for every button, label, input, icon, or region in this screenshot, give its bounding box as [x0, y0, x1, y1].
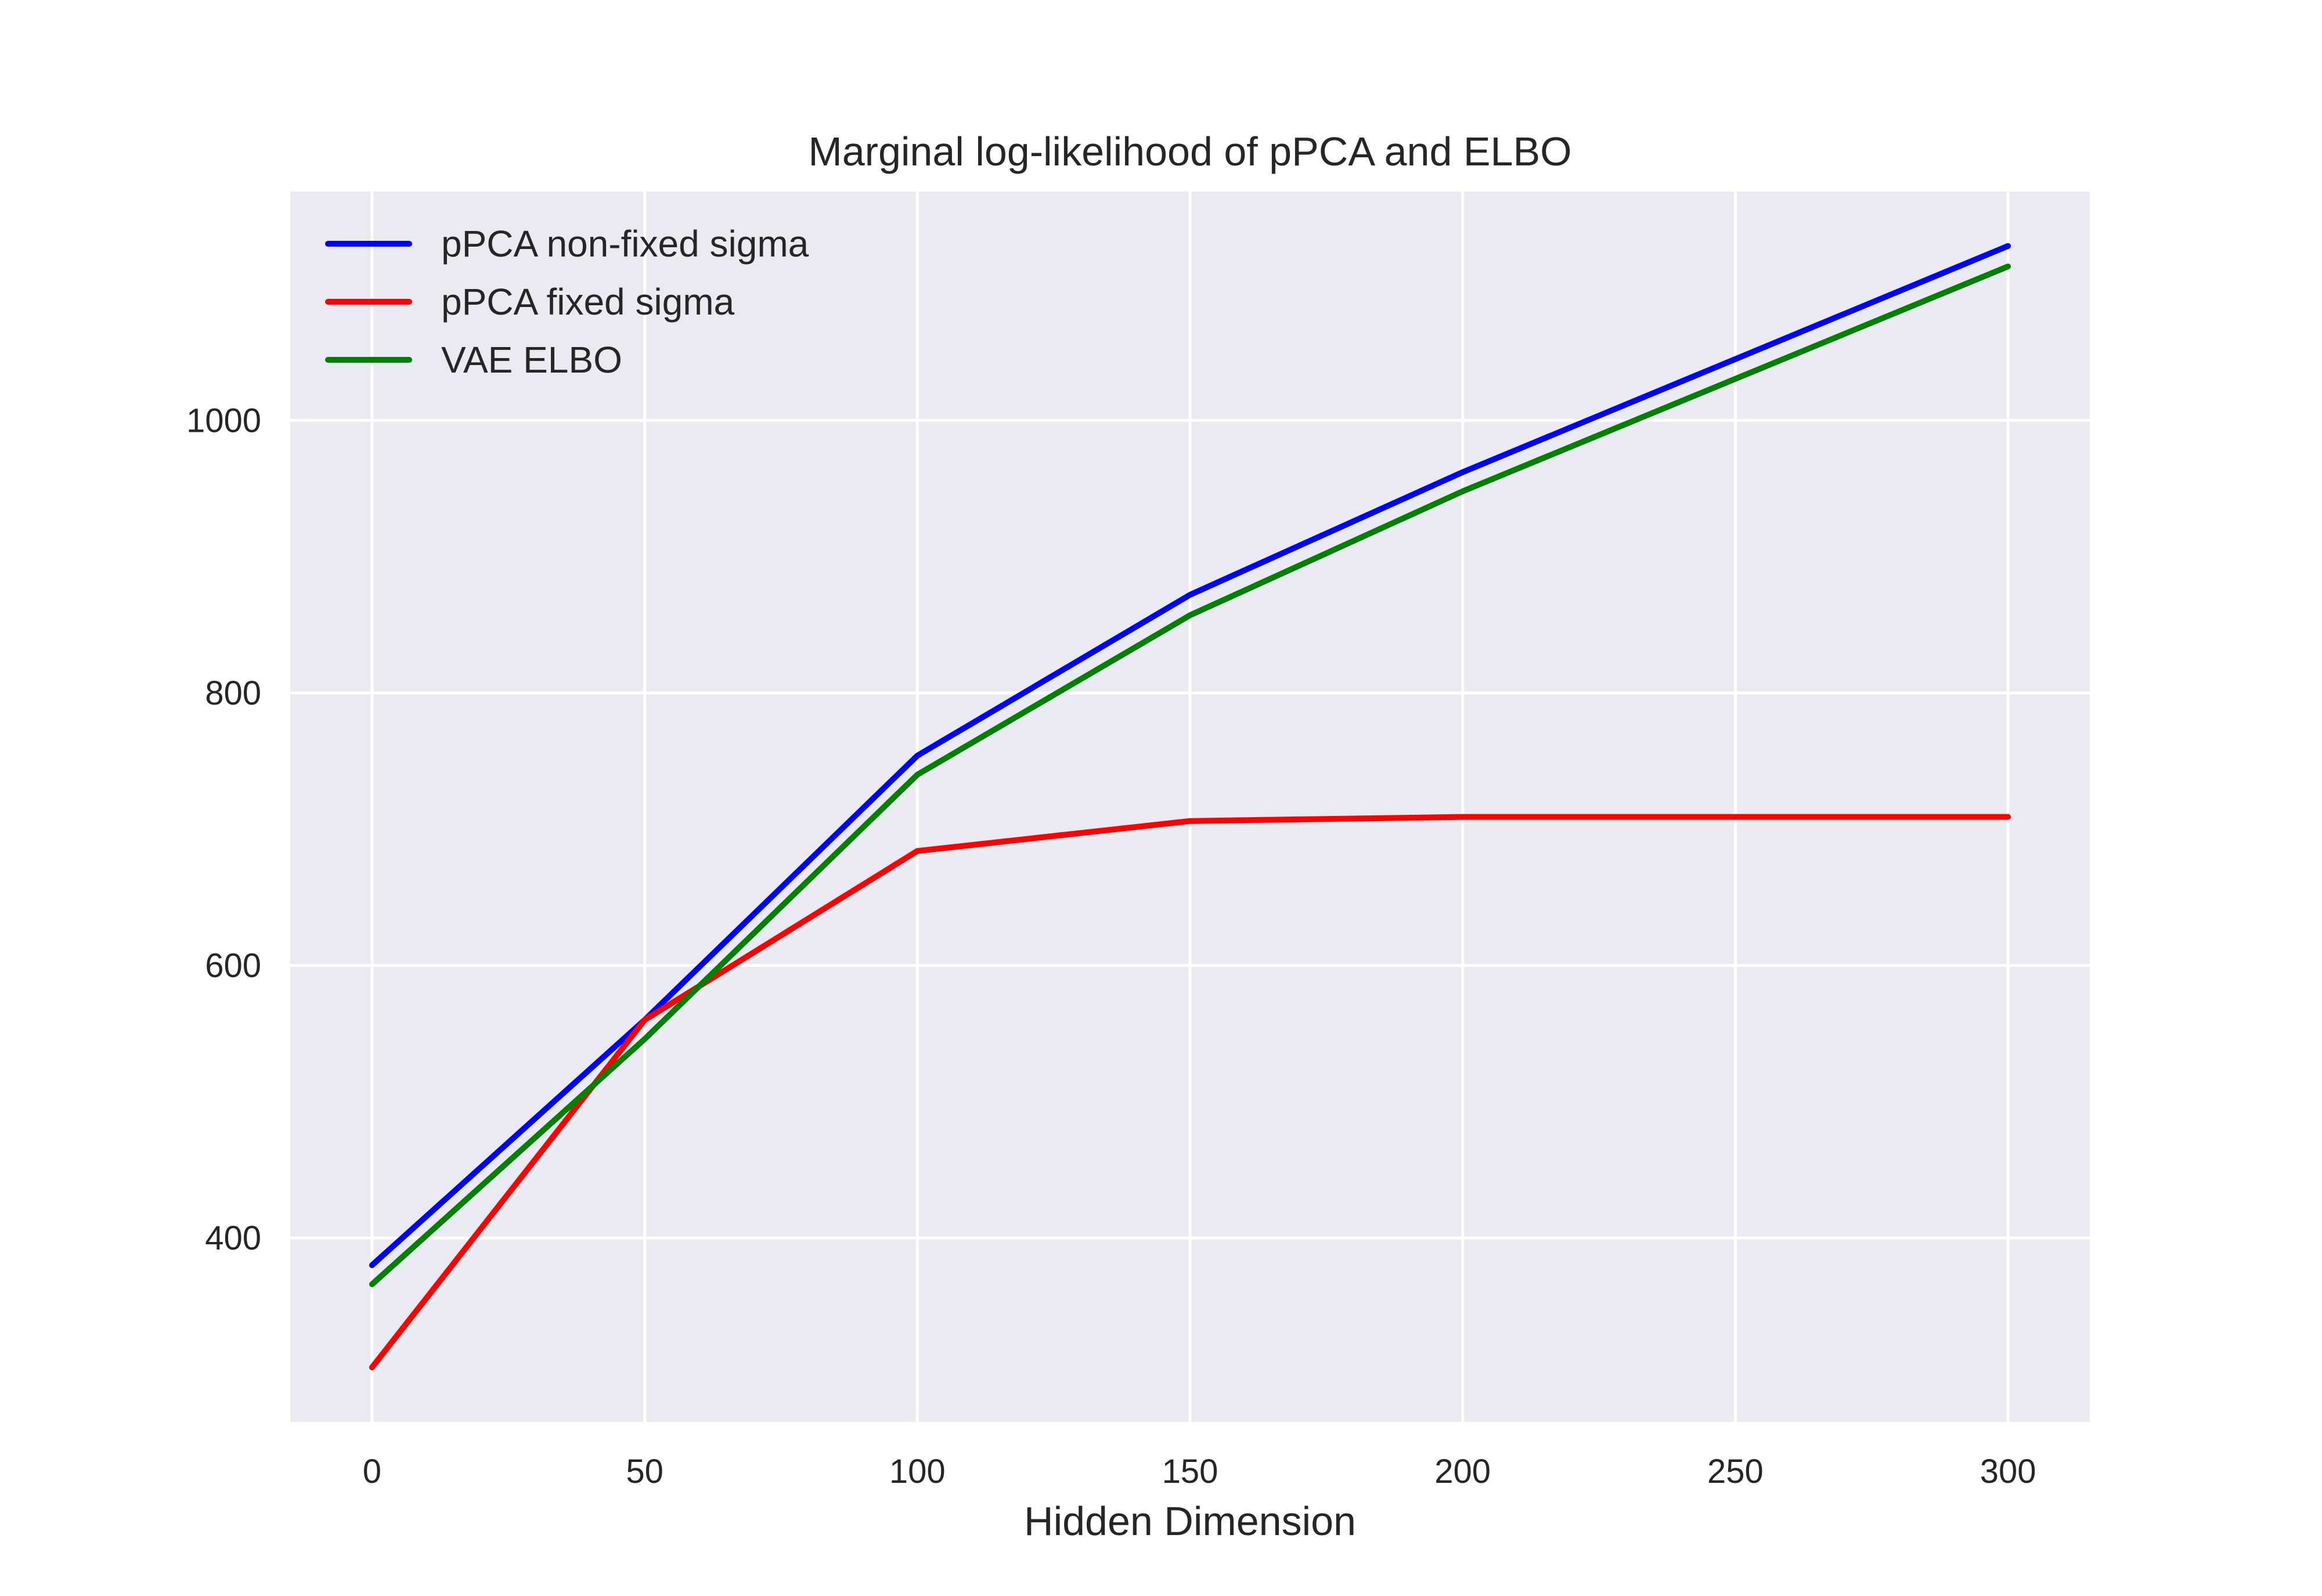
y-tick-label: 600: [205, 947, 261, 985]
x-tick-label: 200: [1434, 1453, 1491, 1490]
legend: pPCA non-fixed sigma pPCA fixed sigma VAE …: [325, 223, 809, 381]
grid: [290, 192, 2090, 1422]
x-tick-label: 0: [363, 1453, 381, 1490]
y-tick-labels: 400 600 800 1000: [186, 402, 261, 1257]
x-axis-label: Hidden Dimension: [1024, 1498, 1356, 1544]
chart-title: Marginal log-likelihood of pPCA and ELBO: [808, 129, 1571, 174]
series-line-0: [369, 243, 2011, 1268]
series-lines: [369, 243, 2011, 1371]
legend-label: pPCA fixed sigma: [441, 281, 735, 323]
y-tick-label: 800: [205, 674, 261, 712]
x-tick-label: 300: [1980, 1453, 2036, 1490]
x-tick-label: 250: [1707, 1453, 1764, 1490]
series-line-2: [369, 263, 2011, 1287]
x-tick-label: 100: [889, 1453, 946, 1490]
x-tick-label: 150: [1162, 1453, 1218, 1490]
x-tick-label: 50: [626, 1453, 664, 1490]
x-tick-labels: 0 50 100 150 200 250 300: [363, 1453, 2036, 1490]
legend-label: VAE ELBO: [441, 339, 622, 381]
y-tick-label: 1000: [186, 402, 261, 439]
legend-label: pPCA non-fixed sigma: [441, 223, 809, 265]
y-tick-label: 400: [205, 1219, 261, 1257]
